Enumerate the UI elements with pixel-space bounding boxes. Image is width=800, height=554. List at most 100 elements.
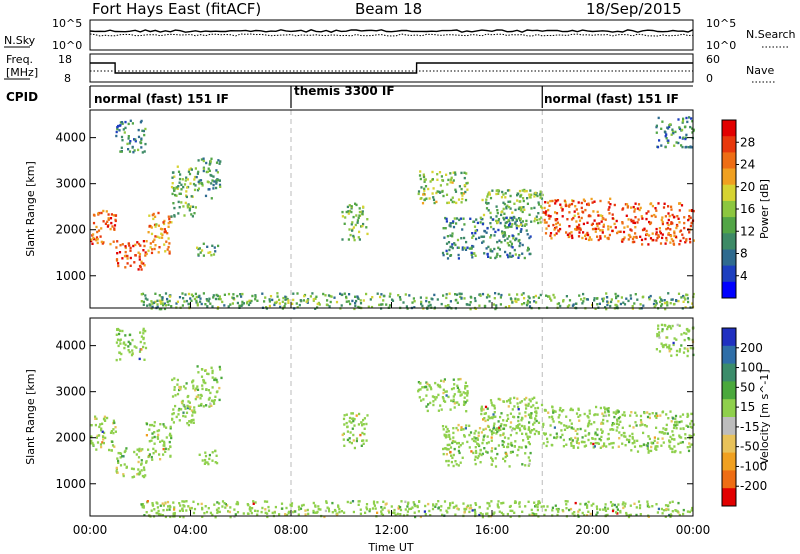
cell-p1-r14-280 (302, 503, 305, 507)
cell-p1-r1-0 (138, 470, 141, 474)
cell-p0-r13-41 (660, 144, 663, 147)
cell-p1-r13-55 (683, 338, 686, 342)
cell-p0-r9-176 (526, 233, 529, 236)
cell-p0-r14-138 (653, 299, 656, 302)
cell-p1-r10-128 (491, 433, 494, 436)
cell-p1-r14-345 (416, 505, 419, 509)
cell-p1-r12-174 (650, 441, 653, 444)
cell-p1-r3-35 (174, 394, 177, 397)
cell-p0-r10-31 (514, 208, 517, 212)
cell-p1-r4-35 (208, 396, 211, 400)
cell-p1-r14-301 (246, 512, 250, 515)
cell-p1-r14-137 (488, 502, 491, 505)
cell-p1-r10-119 (529, 414, 533, 417)
cell-p0-r2-3 (163, 243, 166, 246)
cell-p1-r14-384 (217, 507, 220, 510)
cell-p1-r3-71 (191, 380, 194, 383)
cell-p0-r14-47 (525, 304, 529, 307)
cell-p1-r11-105 (551, 415, 554, 418)
cell-p0-r0-8 (96, 230, 99, 234)
cell-p0-r11-70 (599, 237, 602, 240)
cell-p0-r6-47 (134, 138, 137, 141)
cell-p0-r12-179 (669, 234, 673, 238)
cell-p1-r12-4 (688, 442, 691, 445)
cell-p1-r13-4 (666, 346, 669, 349)
cell-p0-r1-7 (137, 242, 141, 246)
cell-p1-r7-17 (358, 412, 361, 416)
cell-p0-r14-193 (380, 293, 383, 296)
cell-p0-r9-110 (446, 257, 450, 260)
cell-p1-r11-2 (553, 426, 556, 429)
cell-p0-r10-108 (511, 218, 514, 222)
cell-p0-r6-55 (117, 124, 120, 128)
cell-p0-r5-11 (211, 244, 214, 247)
cell-p0-r11-22 (608, 212, 611, 215)
cell-p0-r11-152 (568, 225, 571, 228)
cell-p0-r10-98 (521, 220, 524, 223)
nave-label: Nave (746, 64, 774, 77)
cell-p1-r14-291 (449, 504, 452, 507)
cell-p1-r14-455 (466, 504, 470, 507)
cell-p0-r14-442 (182, 297, 185, 300)
cell-p1-r10-5 (541, 425, 544, 429)
cell-p1-r13-15 (686, 347, 689, 351)
cell-p0-r14-66 (578, 294, 581, 297)
cell-p0-r14-263 (169, 295, 172, 298)
cell-p0-r12-168 (633, 240, 636, 244)
cell-p0-r2-55 (157, 224, 160, 227)
cell-p1-r3-66 (191, 411, 195, 414)
cell-p1-r10-122 (529, 430, 532, 433)
cell-p1-r8-53 (466, 399, 469, 402)
cell-p1-r10-130 (525, 407, 528, 410)
cell-p0-r12-166 (665, 239, 668, 242)
cell-p1-r7-22 (342, 417, 346, 421)
cell-p0-r11-104 (566, 233, 569, 236)
cell-p1-r8-6 (429, 386, 432, 389)
cell-p0-r14-30 (215, 293, 218, 297)
cell-p1-r11-68 (588, 419, 591, 423)
cell-p0-r14-231 (247, 303, 251, 307)
cell-p1-r14-72 (312, 511, 315, 514)
cell-p1-r9-23 (448, 433, 451, 437)
cell-p0-r14-192 (357, 297, 360, 300)
cell-p1-r12-116 (656, 414, 659, 417)
cell-p0-r11-63 (584, 208, 587, 212)
cell-p1-r14-58 (502, 513, 505, 516)
cell-p1-r14-293 (396, 512, 399, 516)
cell-p0-r14-458 (469, 307, 472, 311)
cell-p0-r9-17 (493, 247, 496, 251)
cell-p0-r10-19 (497, 189, 500, 192)
cell-p0-r14-249 (481, 292, 485, 296)
cell-p0-r8-75 (429, 180, 432, 183)
cell-p1-r14-30 (143, 514, 146, 517)
cell-p1-r8-22 (435, 396, 438, 399)
cell-p0-r12-158 (632, 219, 635, 223)
cell-p0-r9-80 (506, 253, 509, 257)
cell-p0-r6-3 (144, 142, 147, 146)
cell-p1-r12-124 (686, 412, 689, 416)
cell-p0-r3-31 (175, 186, 178, 189)
cell-p1-r9-177 (521, 432, 524, 435)
cell-p1-r12-110 (690, 443, 693, 446)
cell-p0-r6-1 (115, 134, 118, 138)
cell-p1-r9-92 (463, 434, 466, 437)
cell-p0-r14-395 (227, 305, 230, 308)
cell-p0-r8-21 (451, 200, 454, 204)
cell-p0-r9-191 (463, 223, 466, 226)
cell-p1-r6-52 (118, 351, 121, 355)
cell-p0-r6-42 (124, 120, 127, 124)
cell-p1-r2-21 (162, 423, 165, 426)
cell-p1-r14-197 (337, 505, 340, 509)
cell-p1-r13-10 (656, 334, 659, 338)
cell-p1-r1-47 (130, 467, 134, 470)
cell-p0-r9-69 (461, 246, 464, 249)
cell-p1-r13-51 (678, 350, 681, 353)
cell-p0-r14-220 (303, 294, 306, 298)
cell-p1-r14-436 (323, 515, 326, 519)
cell-p1-r9-97 (502, 440, 506, 444)
cell-p0-r4-18 (215, 179, 218, 182)
cell-p1-r12-131 (669, 410, 672, 413)
cell-p0-r14-483 (166, 297, 169, 301)
cell-p0-r11-148 (544, 211, 547, 215)
cell-p0-r4-8 (218, 162, 221, 165)
